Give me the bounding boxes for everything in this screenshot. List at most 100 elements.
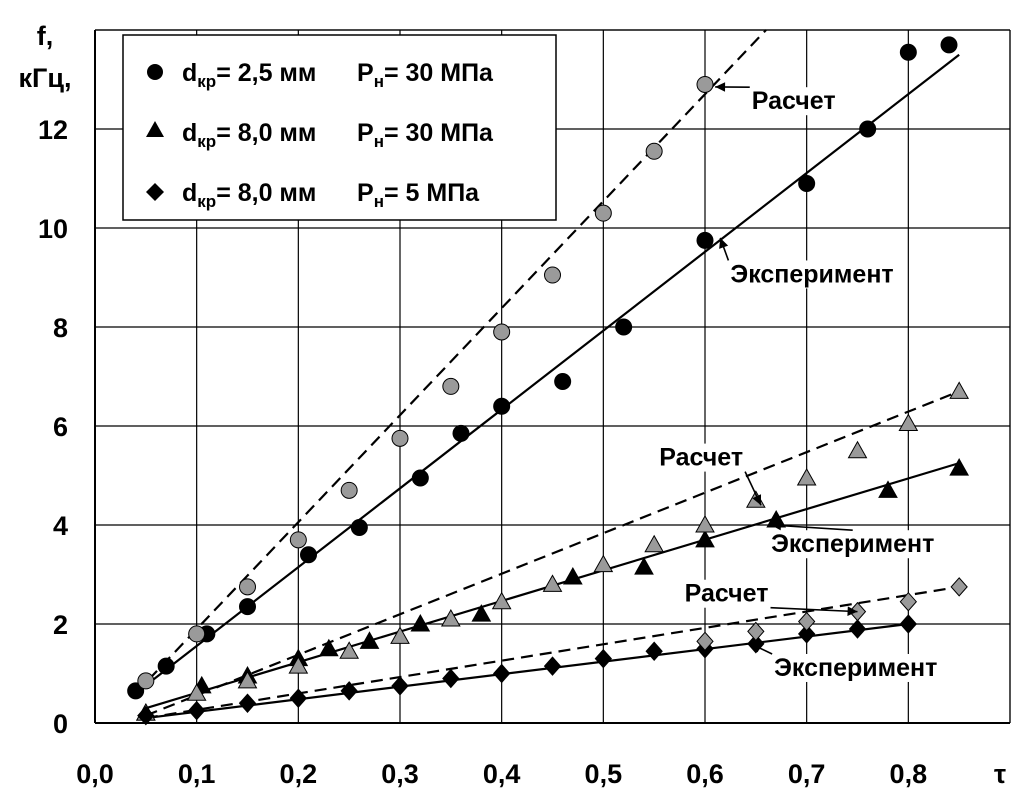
y-axis-title-line2: кГц, [19, 63, 72, 93]
experiment-line [145, 622, 909, 720]
point-experiment-diamond [238, 693, 257, 713]
legend-entry-2-text: dкр= 8,0 мм Pн= 30 МПа [182, 119, 494, 151]
point-experiment-circle [940, 36, 958, 54]
point-calculation-triangle [644, 534, 665, 553]
legend-entry-3-text: dкр= 8,0 мм Pн= 5 МПа [182, 179, 480, 211]
point-calculation-triangle [186, 683, 207, 701]
point-calculation-circle [340, 481, 358, 499]
point-experiment-diamond [289, 688, 308, 709]
axis-titles: f, кГц, τ [19, 21, 1006, 789]
point-experiment-diamond [594, 648, 613, 669]
legend-entry-1-text: dкр= 2,5 мм Pн= 30 МПа [182, 59, 494, 91]
legend-entry-1: dкр= 2,5 мм Pн= 30 МПа [147, 59, 494, 91]
legend-box [122, 34, 557, 221]
point-experiment-circle [798, 174, 816, 192]
point-experiment-diamond [899, 614, 918, 634]
point-experiment-diamond [848, 619, 867, 639]
y-tick-label: 12 [38, 115, 68, 145]
x-tick-label: 0,8 [890, 759, 928, 789]
legend-marker-triangle [146, 121, 164, 137]
point-experiment-triangle [410, 613, 431, 632]
point-experiment-diamond [442, 668, 460, 689]
point-experiment-triangle [634, 557, 654, 575]
point-experiment-circle [239, 598, 256, 616]
point-experiment-diamond [391, 676, 409, 696]
point-calculation-circle [289, 531, 307, 549]
legend-entry-3: dкр= 8,0 мм Pн= 5 МПа [146, 179, 480, 211]
annotation-arrowhead [719, 237, 729, 249]
point-experiment-diamond [543, 656, 562, 676]
point-calculation-circle [188, 625, 206, 643]
x-tick-label: 0,7 [788, 759, 826, 789]
point-experiment-circle [411, 469, 429, 487]
annotation-arrowhead [715, 82, 726, 92]
annotation-label: Эксперимент [730, 260, 893, 288]
point-experiment-circle [696, 231, 714, 249]
point-experiment-triangle [359, 631, 380, 649]
y-tick-label: 8 [53, 313, 68, 343]
x-tick-label: 0,6 [686, 759, 724, 789]
annotation-label-background [748, 87, 839, 116]
point-calculation-triangle [390, 626, 410, 644]
data-points [127, 36, 970, 726]
point-calculation-circle [594, 204, 612, 222]
y-tick-label: 0 [53, 709, 68, 739]
x-tick-label: 0,4 [483, 759, 521, 789]
annotation-label-background [727, 260, 897, 289]
point-calculation-circle [645, 142, 663, 160]
point-experiment-triangle [318, 638, 339, 657]
point-calculation-diamond [797, 611, 816, 632]
point-calculation-triangle [440, 609, 461, 627]
point-experiment-circle [554, 372, 572, 390]
y-tick-label: 6 [53, 412, 68, 442]
annotation-label-background [771, 653, 941, 682]
y-tick-label: 10 [38, 214, 68, 244]
point-experiment-circle [350, 518, 368, 536]
point-experiment-circle [157, 657, 175, 675]
x-tick-label: 0,5 [585, 759, 623, 789]
point-experiment-diamond [797, 624, 816, 644]
point-experiment-circle [127, 682, 145, 700]
point-calculation-circle [137, 672, 155, 690]
y-axis-title-line1: f, [37, 21, 54, 51]
point-calculation-circle [239, 578, 256, 596]
point-calculation-triangle [491, 591, 512, 610]
point-calculation-triangle [695, 514, 715, 533]
annotation-label-background [656, 443, 747, 472]
point-experiment-circle [300, 546, 317, 564]
point-calculation-circle [442, 377, 460, 395]
y-tick-label: 4 [53, 511, 68, 541]
point-calculation-diamond [950, 577, 968, 597]
point-experiment-circle [493, 397, 511, 415]
annotation-arrowhead [750, 643, 762, 653]
point-calculation-triangle [847, 440, 868, 459]
point-experiment-diamond [645, 641, 663, 661]
calculation-line [145, 390, 960, 717]
legend-marker-diamond [146, 183, 164, 201]
point-calculation-diamond [747, 621, 765, 642]
annotation-label: Расчет [659, 444, 743, 472]
point-experiment-triangle [949, 458, 970, 476]
tick-labels: 0,0 0,1 0,2 0,3 0,4 0,5 0,6 0,7 0,8 0 2 4 6 8 10 12 [38, 115, 927, 789]
annotation-arrowhead [752, 494, 762, 506]
annotation-label: Расчет [685, 580, 769, 608]
point-calculation-circle [544, 266, 561, 284]
x-axis-title: τ [994, 759, 1006, 789]
point-experiment-diamond [340, 681, 358, 701]
x-tick-label: 0,3 [381, 759, 419, 789]
point-experiment-diamond [492, 663, 511, 684]
point-experiment-triangle [562, 566, 583, 585]
annotation-label: Эксперимент [774, 654, 937, 682]
point-experiment-triangle [471, 604, 492, 622]
point-calculation-triangle [237, 670, 258, 689]
y-tick-label: 2 [53, 610, 68, 640]
point-calculation-circle [391, 429, 409, 447]
annotations: РасчетЭкспериментРасчетЭкспериментРасчет… [656, 82, 941, 682]
legend-entry-2: dкр= 8,0 мм Pн= 30 МПа [146, 119, 494, 151]
point-experiment-circle [452, 424, 470, 442]
point-calculation-triangle [898, 413, 919, 432]
point-experiment-diamond [187, 700, 206, 721]
point-calculation-circle [696, 75, 714, 93]
annotation-label-background [681, 579, 772, 608]
